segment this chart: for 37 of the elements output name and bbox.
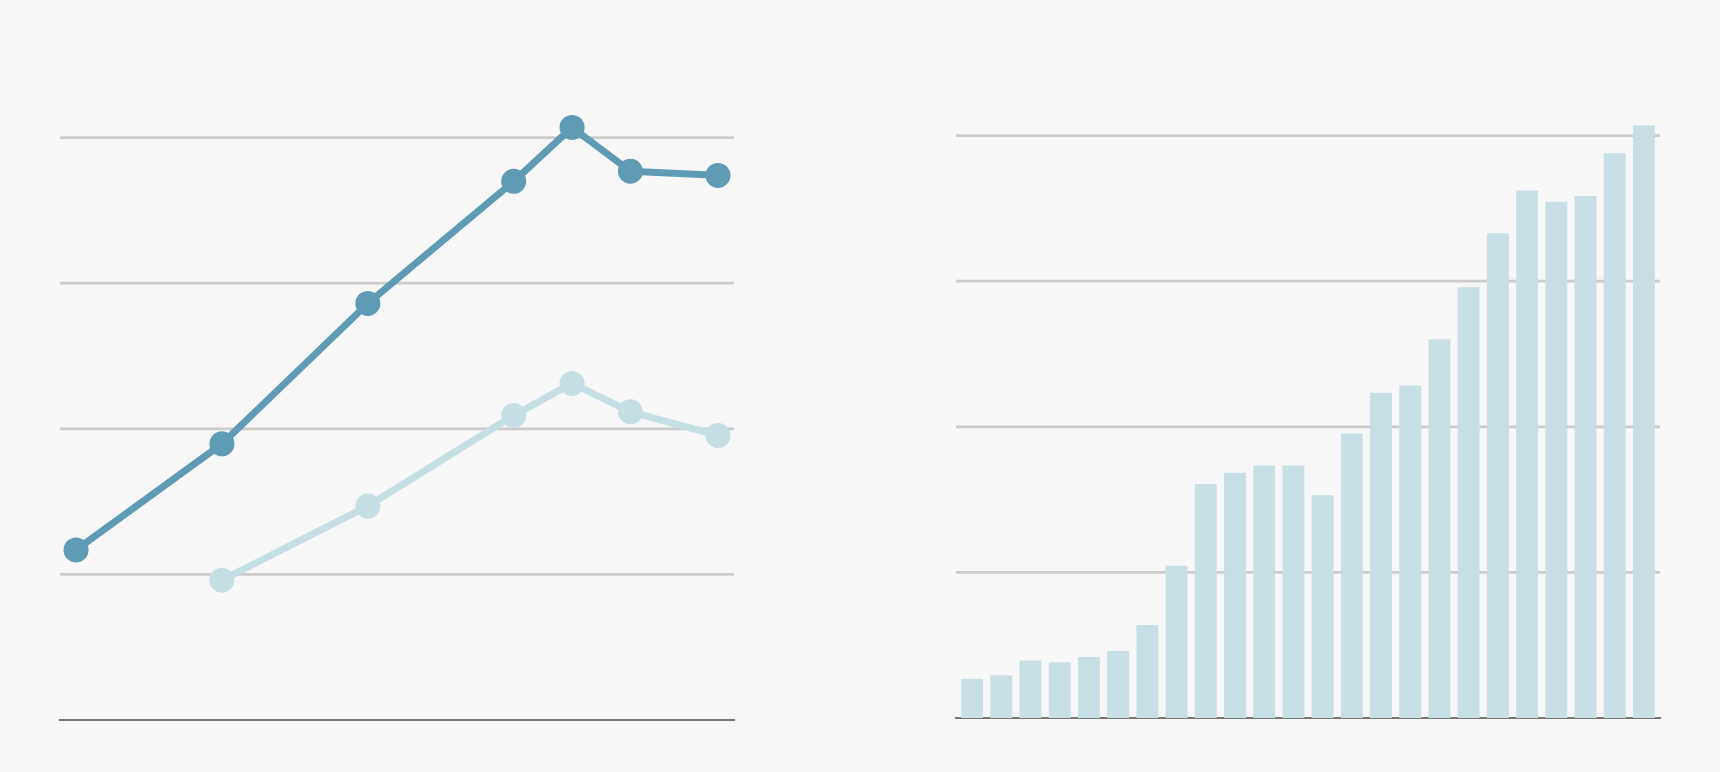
point <box>209 567 235 593</box>
point <box>559 370 585 396</box>
point <box>705 423 731 449</box>
point <box>559 114 585 140</box>
point <box>705 162 731 188</box>
bar <box>1107 651 1130 718</box>
bar <box>1486 233 1509 718</box>
bar <box>1399 385 1422 718</box>
bar <box>1165 565 1188 718</box>
point <box>501 402 527 428</box>
bar <box>1253 465 1276 718</box>
point <box>63 537 89 563</box>
bar <box>961 678 984 718</box>
point <box>355 493 381 519</box>
bar <box>1136 624 1159 718</box>
point <box>617 158 643 184</box>
bar <box>990 675 1013 718</box>
bar <box>1311 495 1334 718</box>
point <box>617 399 643 425</box>
bar <box>1048 662 1071 718</box>
bar <box>1282 465 1305 718</box>
bar <box>1370 392 1392 718</box>
point <box>209 431 235 457</box>
bar <box>1545 201 1568 718</box>
bar <box>1224 472 1246 718</box>
bar <box>1632 125 1655 718</box>
point <box>501 168 527 194</box>
bar <box>1077 656 1100 718</box>
bar <box>1574 195 1597 718</box>
bar <box>1019 660 1042 718</box>
bar <box>1428 339 1451 718</box>
bar <box>1516 190 1539 718</box>
bar <box>1340 433 1363 718</box>
bar <box>1603 153 1626 718</box>
bar <box>1194 483 1217 718</box>
bar <box>1457 287 1480 718</box>
point <box>355 290 381 316</box>
